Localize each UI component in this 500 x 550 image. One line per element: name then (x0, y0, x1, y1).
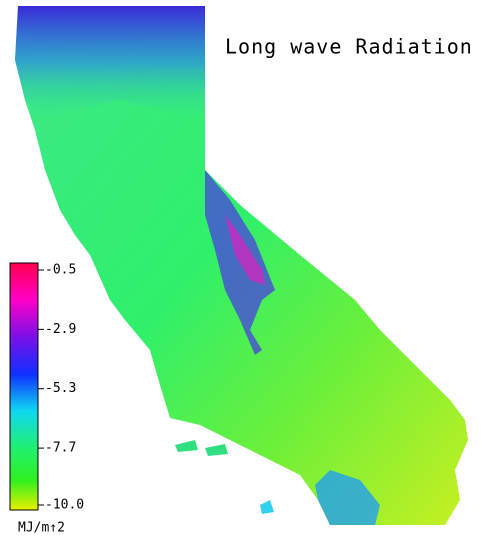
island (175, 440, 198, 452)
colorbar (9, 262, 39, 511)
california-map (15, 6, 468, 525)
sierra-peaks (225, 215, 265, 285)
south-coast (315, 470, 380, 525)
colorbar-tick-label: -7.7 (45, 441, 76, 456)
map-title: Long wave Radiation (225, 35, 473, 59)
colorbar-tick-label: -5.3 (45, 381, 76, 396)
north-highlands (15, 6, 205, 120)
colorbar-tick-label: -2.9 (45, 322, 76, 337)
island (260, 500, 274, 514)
colorbar-tick-label: -0.5 (45, 263, 76, 278)
island (205, 444, 228, 456)
colorbar-unit: MJ/m↑2 (18, 521, 65, 536)
colorbar-tick-label: -10.0 (45, 498, 84, 513)
